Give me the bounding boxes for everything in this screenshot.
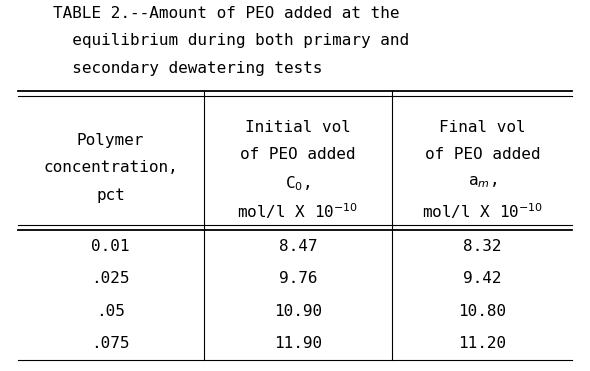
Text: mol/l X 10$^{-10}$: mol/l X 10$^{-10}$ bbox=[422, 201, 543, 221]
Text: 9.76: 9.76 bbox=[278, 271, 317, 286]
Text: 8.47: 8.47 bbox=[278, 239, 317, 254]
Text: Polymer: Polymer bbox=[77, 134, 145, 148]
Text: of PEO added: of PEO added bbox=[425, 147, 540, 162]
Text: 10.80: 10.80 bbox=[458, 304, 506, 319]
Text: 11.20: 11.20 bbox=[458, 336, 506, 351]
Text: TABLE 2.--Amount of PEO added at the: TABLE 2.--Amount of PEO added at the bbox=[53, 6, 399, 20]
Text: 9.42: 9.42 bbox=[463, 271, 502, 286]
Text: equilibrium during both primary and: equilibrium during both primary and bbox=[53, 33, 409, 48]
Text: .075: .075 bbox=[91, 336, 130, 351]
Text: concentration,: concentration, bbox=[43, 160, 178, 175]
Text: C$_0$,: C$_0$, bbox=[286, 174, 310, 193]
Text: 0.01: 0.01 bbox=[91, 239, 130, 254]
Text: 8.32: 8.32 bbox=[463, 239, 502, 254]
Text: pct: pct bbox=[96, 188, 125, 203]
Text: .025: .025 bbox=[91, 271, 130, 286]
Text: secondary dewatering tests: secondary dewatering tests bbox=[53, 61, 323, 76]
Text: mol/l X 10$^{-10}$: mol/l X 10$^{-10}$ bbox=[237, 201, 359, 221]
Text: Final vol: Final vol bbox=[439, 120, 526, 135]
Text: 10.90: 10.90 bbox=[274, 304, 322, 319]
Text: Initial vol: Initial vol bbox=[245, 120, 351, 135]
Text: 11.90: 11.90 bbox=[274, 336, 322, 351]
Text: of PEO added: of PEO added bbox=[240, 147, 356, 162]
Text: a$_m$,: a$_m$, bbox=[468, 174, 497, 190]
Text: .05: .05 bbox=[96, 304, 125, 319]
